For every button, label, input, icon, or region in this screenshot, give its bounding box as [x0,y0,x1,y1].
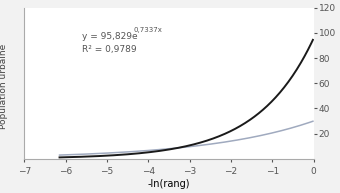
Text: Population urbaine: Population urbaine [0,44,8,130]
X-axis label: -ln(rang): -ln(rang) [148,179,190,189]
Text: y = 95,829e: y = 95,829e [82,32,138,41]
Text: 0,7337x: 0,7337x [134,27,163,33]
Text: R² = 0,9789: R² = 0,9789 [82,45,137,54]
